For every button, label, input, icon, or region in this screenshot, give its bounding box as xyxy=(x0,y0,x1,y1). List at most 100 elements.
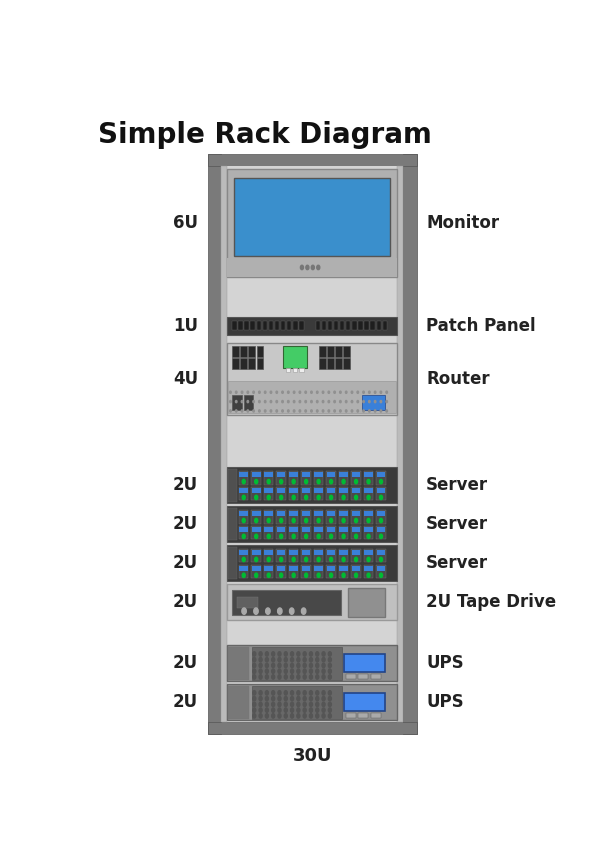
FancyBboxPatch shape xyxy=(252,527,260,532)
Circle shape xyxy=(293,400,295,403)
Circle shape xyxy=(290,669,293,674)
FancyBboxPatch shape xyxy=(348,588,385,617)
FancyBboxPatch shape xyxy=(326,471,336,485)
Circle shape xyxy=(265,663,268,668)
FancyBboxPatch shape xyxy=(251,471,261,485)
Circle shape xyxy=(355,480,358,484)
Circle shape xyxy=(357,400,359,403)
Circle shape xyxy=(292,558,295,562)
FancyBboxPatch shape xyxy=(352,472,361,477)
FancyBboxPatch shape xyxy=(264,549,274,563)
Circle shape xyxy=(367,480,370,484)
Circle shape xyxy=(310,708,313,713)
FancyBboxPatch shape xyxy=(241,359,247,369)
Circle shape xyxy=(253,410,254,412)
Circle shape xyxy=(355,519,358,523)
Circle shape xyxy=(305,391,307,393)
Circle shape xyxy=(293,391,295,393)
Circle shape xyxy=(253,675,256,679)
Circle shape xyxy=(316,410,318,412)
Circle shape xyxy=(272,652,275,656)
Circle shape xyxy=(297,669,300,674)
FancyBboxPatch shape xyxy=(328,321,332,330)
FancyBboxPatch shape xyxy=(265,472,273,477)
Circle shape xyxy=(329,573,332,578)
Circle shape xyxy=(322,691,325,695)
FancyBboxPatch shape xyxy=(383,321,387,330)
Circle shape xyxy=(355,534,358,539)
Circle shape xyxy=(379,519,383,523)
FancyBboxPatch shape xyxy=(264,526,274,540)
FancyBboxPatch shape xyxy=(314,471,323,485)
Circle shape xyxy=(297,652,300,656)
Circle shape xyxy=(374,400,376,403)
FancyBboxPatch shape xyxy=(327,346,334,357)
FancyBboxPatch shape xyxy=(227,468,397,503)
FancyBboxPatch shape xyxy=(364,471,373,485)
Circle shape xyxy=(351,400,353,403)
FancyBboxPatch shape xyxy=(343,346,350,357)
Circle shape xyxy=(303,669,306,674)
Circle shape xyxy=(253,400,254,403)
FancyBboxPatch shape xyxy=(364,321,369,330)
Text: Server: Server xyxy=(426,515,488,533)
Circle shape xyxy=(334,391,335,393)
FancyBboxPatch shape xyxy=(314,526,323,540)
Circle shape xyxy=(329,534,332,539)
FancyBboxPatch shape xyxy=(286,368,290,372)
FancyBboxPatch shape xyxy=(335,346,342,357)
Circle shape xyxy=(265,669,268,674)
FancyBboxPatch shape xyxy=(251,487,261,501)
FancyBboxPatch shape xyxy=(339,471,349,485)
FancyBboxPatch shape xyxy=(264,510,274,524)
Circle shape xyxy=(242,608,246,614)
FancyBboxPatch shape xyxy=(302,550,310,555)
Circle shape xyxy=(322,702,325,707)
Circle shape xyxy=(254,573,258,578)
Circle shape xyxy=(368,410,370,412)
FancyBboxPatch shape xyxy=(277,511,286,516)
FancyBboxPatch shape xyxy=(277,527,286,532)
Circle shape xyxy=(270,410,272,412)
FancyBboxPatch shape xyxy=(351,526,361,540)
FancyBboxPatch shape xyxy=(339,565,348,571)
Circle shape xyxy=(303,652,306,656)
Circle shape xyxy=(380,391,382,393)
Circle shape xyxy=(328,696,331,701)
Circle shape xyxy=(290,657,293,662)
Circle shape xyxy=(280,573,283,578)
Circle shape xyxy=(278,714,281,718)
Circle shape xyxy=(278,702,281,707)
FancyBboxPatch shape xyxy=(228,381,397,413)
Circle shape xyxy=(235,410,237,412)
Circle shape xyxy=(290,652,293,656)
Circle shape xyxy=(316,675,319,679)
FancyBboxPatch shape xyxy=(376,471,386,485)
FancyBboxPatch shape xyxy=(302,511,310,516)
Circle shape xyxy=(317,534,320,539)
FancyBboxPatch shape xyxy=(263,321,267,330)
FancyBboxPatch shape xyxy=(232,395,242,410)
Circle shape xyxy=(253,652,256,656)
Circle shape xyxy=(290,675,293,679)
FancyBboxPatch shape xyxy=(397,166,403,722)
Circle shape xyxy=(346,391,347,393)
Circle shape xyxy=(282,391,283,393)
FancyBboxPatch shape xyxy=(251,565,261,578)
Circle shape xyxy=(334,410,335,412)
FancyBboxPatch shape xyxy=(250,321,255,330)
FancyBboxPatch shape xyxy=(252,565,260,571)
Circle shape xyxy=(235,391,237,393)
Circle shape xyxy=(306,265,309,269)
FancyBboxPatch shape xyxy=(364,510,373,524)
FancyBboxPatch shape xyxy=(232,590,341,615)
Circle shape xyxy=(305,480,308,484)
Circle shape xyxy=(305,400,307,403)
Circle shape xyxy=(259,663,262,668)
Circle shape xyxy=(367,573,370,578)
FancyBboxPatch shape xyxy=(339,488,348,493)
FancyBboxPatch shape xyxy=(319,346,326,357)
Circle shape xyxy=(322,400,324,403)
Circle shape xyxy=(386,391,388,393)
FancyBboxPatch shape xyxy=(277,510,286,524)
